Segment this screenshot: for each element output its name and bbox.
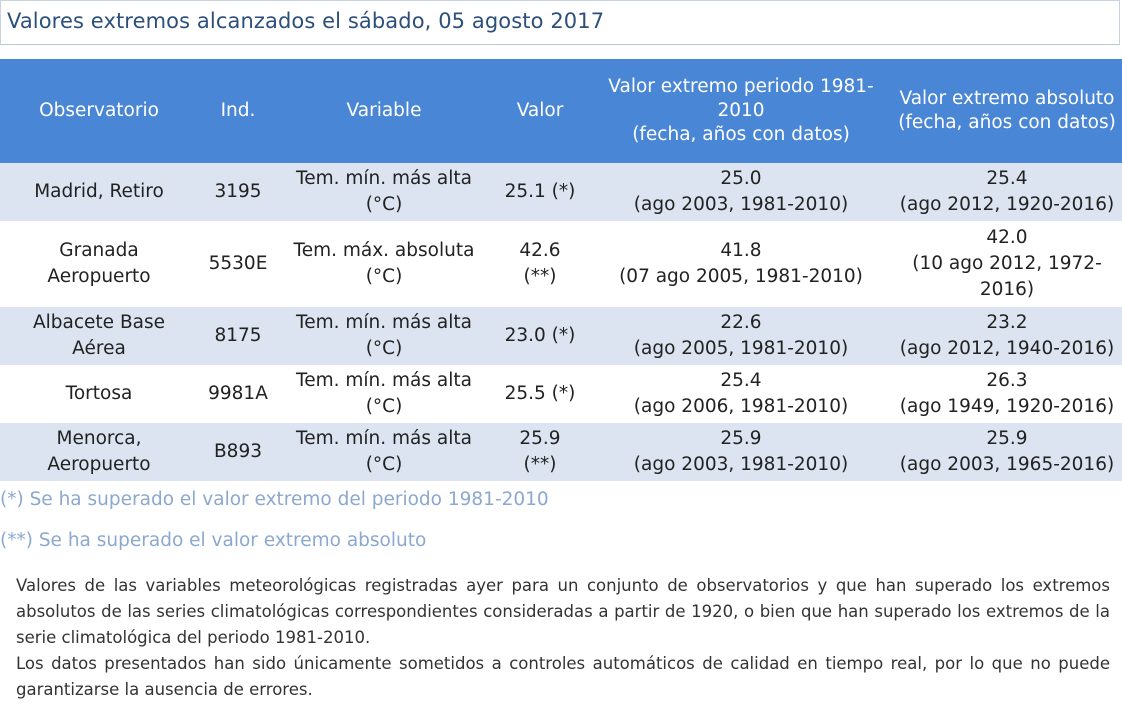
cell-extremo-periodo: 22.6 (ago 2005, 1981-2010) bbox=[590, 307, 892, 365]
title-bar: Valores extremos alcanzados el sábado, 0… bbox=[0, 0, 1120, 45]
table-header-row: Observatorio Ind. Variable Valor Valor e… bbox=[0, 59, 1122, 163]
cell-ind: B893 bbox=[198, 423, 278, 481]
table-row: Tortosa 9981A Tem. mín. más alta (°C) 25.… bbox=[0, 365, 1122, 423]
note-double-asterisk: (**) Se ha superado el valor extremo abs… bbox=[0, 530, 427, 551]
page-title: Valores extremos alcanzados el sábado, 0… bbox=[7, 9, 605, 33]
cell-observatorio: Madrid, Retiro bbox=[0, 163, 198, 221]
cell-extremo-periodo: 25.4 (ago 2006, 1981-2010) bbox=[590, 365, 892, 423]
cell-valor: 23.0 (*) bbox=[490, 307, 590, 365]
cell-extremo-absoluto: 23.2 (ago 2012, 1940-2016) bbox=[892, 307, 1122, 365]
cell-valor: 25.9 (**) bbox=[490, 423, 590, 481]
cell-extremo-periodo: 25.9 (ago 2003, 1981-2010) bbox=[590, 423, 892, 481]
cell-ind: 9981A bbox=[198, 365, 278, 423]
cell-valor: 25.1 (*) bbox=[490, 163, 590, 221]
header-valor: Valor bbox=[490, 59, 590, 163]
description-paragraph-2: Los datos presentados han sido únicament… bbox=[16, 654, 1110, 699]
cell-extremo-absoluto: 25.4 (ago 2012, 1920-2016) bbox=[892, 163, 1122, 221]
description-paragraph-1: Valores de las variables meteorológicas … bbox=[16, 576, 1110, 647]
cell-ind: 3195 bbox=[198, 163, 278, 221]
header-ind: Ind. bbox=[198, 59, 278, 163]
note-single-asterisk: (*) Se ha superado el valor extremo del … bbox=[0, 489, 549, 510]
header-extremo-periodo: Valor extremo periodo 1981- 2010 (fecha,… bbox=[590, 59, 892, 163]
cell-extremo-periodo: 25.0 (ago 2003, 1981-2010) bbox=[590, 163, 892, 221]
cell-valor: 42.6 (**) bbox=[490, 221, 590, 307]
cell-observatorio: Tortosa bbox=[0, 365, 198, 423]
cell-variable: Tem. mín. más alta (°C) bbox=[278, 423, 490, 481]
table-row: Granada Aeropuerto 5530E Tem. máx. absolu… bbox=[0, 221, 1122, 307]
cell-variable: Tem. mín. más alta (°C) bbox=[278, 307, 490, 365]
cell-observatorio: Granada Aeropuerto bbox=[0, 221, 198, 307]
cell-extremo-absoluto: 26.3 (ago 1949, 1920-2016) bbox=[892, 365, 1122, 423]
cell-ind: 5530E bbox=[198, 221, 278, 307]
header-extremo-absoluto: Valor extremo absoluto (fecha, años con … bbox=[892, 59, 1122, 163]
cell-valor: 25.5 (*) bbox=[490, 365, 590, 423]
cell-observatorio: Albacete Base Aérea bbox=[0, 307, 198, 365]
table-row: Menorca, Aeropuerto B893 Tem. mín. más al… bbox=[0, 423, 1122, 481]
cell-extremo-absoluto: 25.9 (ago 2003, 1965-2016) bbox=[892, 423, 1122, 481]
cell-variable: Tem. mín. más alta (°C) bbox=[278, 365, 490, 423]
cell-ind: 8175 bbox=[198, 307, 278, 365]
description: Valores de las variables meteorológicas … bbox=[16, 573, 1110, 703]
table-row: Madrid, Retiro 3195 Tem. mín. más alta (°… bbox=[0, 163, 1122, 221]
header-observatorio: Observatorio bbox=[0, 59, 198, 163]
cell-variable: Tem. mín. más alta (°C) bbox=[278, 163, 490, 221]
table-row: Albacete Base Aérea 8175 Tem. mín. más al… bbox=[0, 307, 1122, 365]
cell-variable: Tem. máx. absoluta (°C) bbox=[278, 221, 490, 307]
cell-observatorio: Menorca, Aeropuerto bbox=[0, 423, 198, 481]
cell-extremo-periodo: 41.8 (07 ago 2005, 1981-2010) bbox=[590, 221, 892, 307]
header-variable: Variable bbox=[278, 59, 490, 163]
cell-extremo-absoluto: 42.0 (10 ago 2012, 1972- 2016) bbox=[892, 221, 1122, 307]
extremes-table: Observatorio Ind. Variable Valor Valor e… bbox=[0, 59, 1122, 481]
